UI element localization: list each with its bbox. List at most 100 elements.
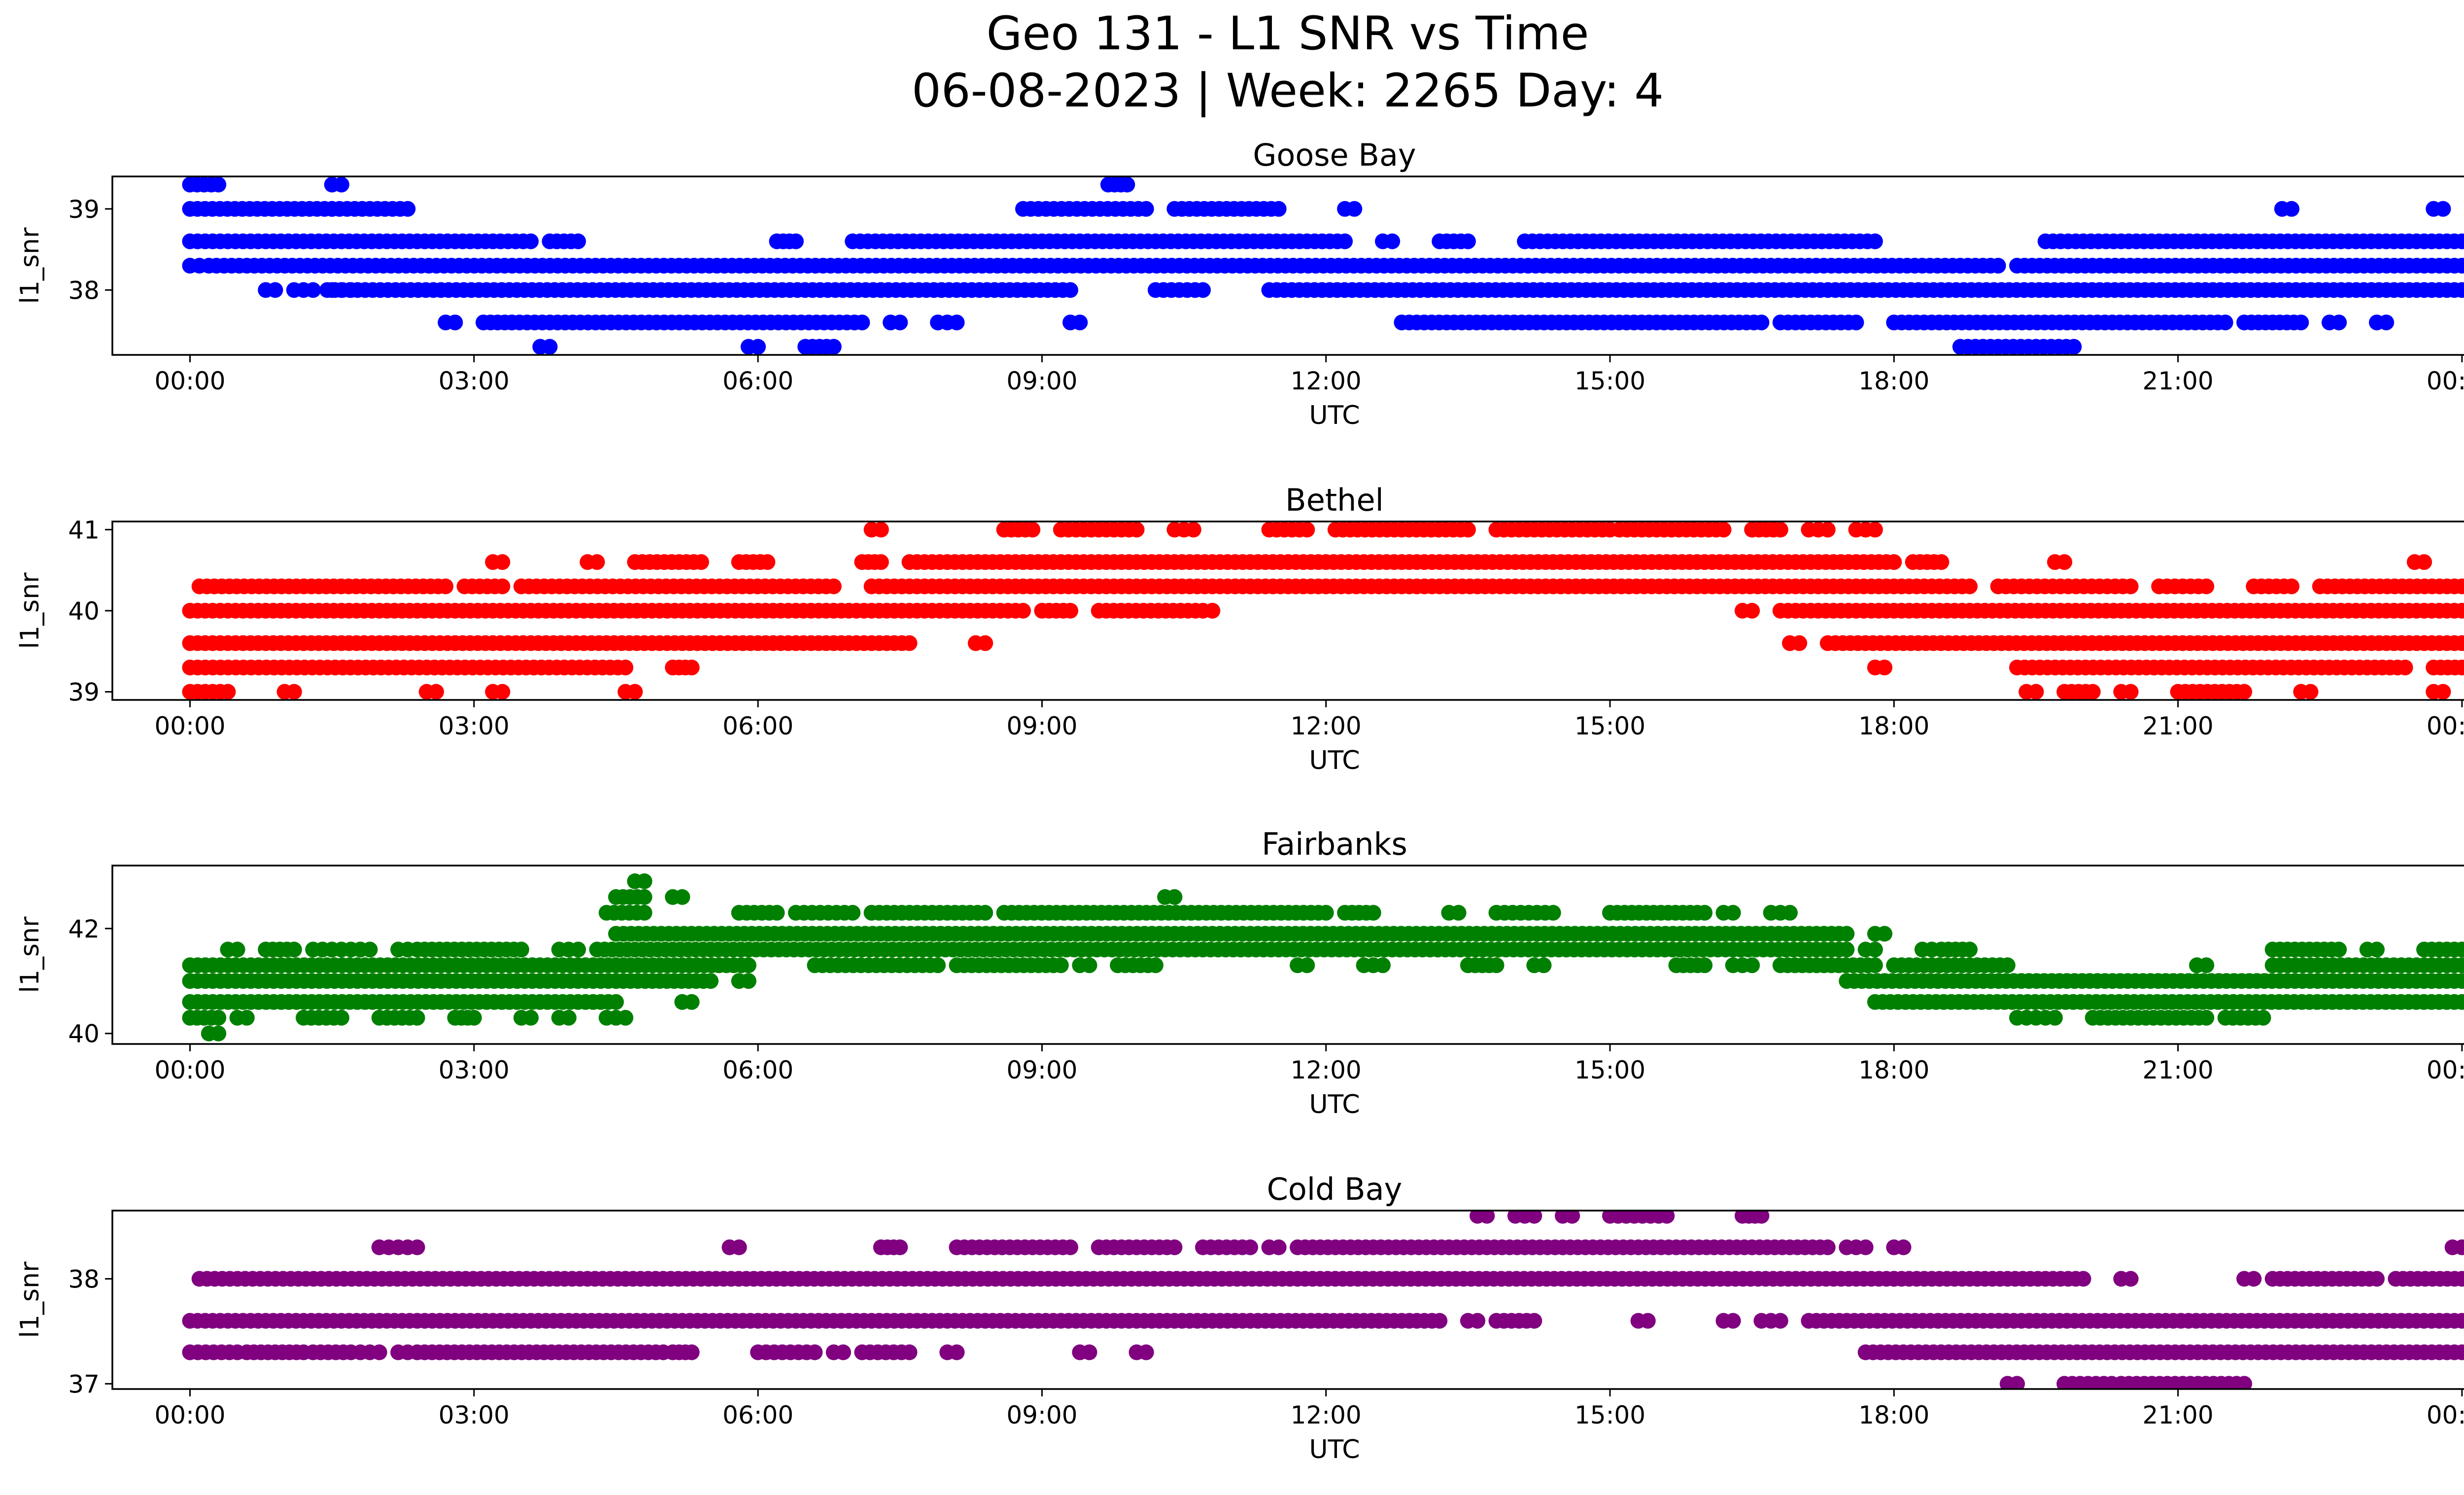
data-point (2454, 957, 2464, 973)
data-point (1962, 578, 1978, 594)
x-tick-label: 00:00 (2427, 712, 2464, 740)
data-point (1470, 1313, 1486, 1329)
y-tick-label: 39 (68, 195, 100, 224)
data-point (2454, 635, 2464, 651)
data-point (845, 904, 861, 921)
data-point (2066, 339, 2082, 355)
data-point (1545, 904, 1561, 921)
data-point (608, 994, 624, 1010)
data-point (901, 635, 918, 651)
data-point (570, 941, 586, 958)
data-point (684, 1344, 700, 1360)
data-point (2454, 1313, 2464, 1329)
data-point (229, 941, 245, 958)
data-point (1166, 1239, 1183, 1255)
data-point (1725, 904, 1741, 921)
data-point (1640, 1313, 1656, 1329)
data-point (1072, 314, 1088, 331)
data-point (2454, 660, 2464, 676)
x-tick-label: 18:00 (1858, 367, 1929, 395)
data-point (2122, 1271, 2139, 1287)
figure-title-line2: 06-08-2023 | Week: 2265 Day: 4 (912, 64, 1664, 118)
x-tick-label: 06:00 (722, 1401, 793, 1429)
data-point (1744, 957, 1760, 973)
data-point (1432, 1313, 1448, 1329)
data-point (1166, 889, 1183, 905)
x-axis-label: UTC (1309, 746, 1360, 775)
data-point (1062, 603, 1078, 619)
data-point (2236, 1376, 2253, 1389)
data-point (1195, 282, 1211, 298)
data-point (1526, 1211, 1542, 1224)
data-point (1299, 957, 1315, 973)
x-tick-label: 09:00 (1006, 712, 1077, 740)
data-point (409, 1239, 425, 1255)
data-point (1877, 660, 1893, 676)
data-point (2284, 201, 2300, 217)
data-point (2198, 1009, 2215, 1026)
data-point (1015, 603, 1031, 619)
y-axis-label: l1_snr (15, 572, 45, 649)
data-point (750, 339, 766, 355)
data-point (2217, 314, 2233, 331)
data-point (892, 314, 908, 331)
data-point (1081, 1344, 1097, 1360)
data-point (1659, 1211, 1675, 1224)
data-point (2246, 1271, 2262, 1287)
data-point (2369, 1271, 2385, 1287)
data-point (2454, 282, 2464, 298)
data-point (825, 578, 842, 594)
data-point (220, 684, 236, 700)
data-point (1867, 522, 1883, 538)
data-point (428, 684, 444, 700)
x-axis-label: UTC (1309, 1090, 1360, 1119)
axes-frame (111, 1210, 2464, 1390)
x-tick-label: 00:00 (154, 712, 225, 740)
data-point (1081, 957, 1097, 973)
x-tick-label: 21:00 (2143, 712, 2214, 740)
y-tick-label: 39 (68, 678, 100, 707)
data-point (1526, 1313, 1542, 1329)
data-point (1270, 201, 1287, 217)
x-tick-label: 15:00 (1574, 367, 1645, 395)
data-point (693, 554, 709, 570)
y-tick-label: 40 (68, 1020, 100, 1048)
data-point (286, 684, 302, 700)
data-point (2454, 1344, 2464, 1360)
x-tick-label: 12:00 (1291, 712, 1362, 740)
data-point (873, 554, 889, 570)
data-point (1185, 522, 1201, 538)
data-point (2302, 684, 2319, 700)
x-tick-label: 09:00 (1006, 1056, 1077, 1084)
x-tick-label: 12:00 (1291, 367, 1362, 395)
data-point (674, 889, 690, 905)
data-point (210, 176, 227, 193)
data-point (1867, 957, 1883, 973)
data-point (1791, 635, 1808, 651)
data-point (2293, 314, 2309, 331)
data-point (560, 1009, 577, 1026)
scatter-points (182, 176, 2464, 355)
data-point (740, 973, 756, 989)
data-point (438, 578, 454, 594)
scatter-points (182, 522, 2464, 700)
data-point (1839, 926, 1855, 942)
data-point (1375, 957, 1391, 973)
data-point (1848, 314, 1864, 331)
data-point (1479, 1211, 1495, 1224)
x-tick-label: 03:00 (439, 1056, 510, 1084)
x-tick-label: 15:00 (1574, 1401, 1645, 1429)
data-point (2397, 660, 2413, 676)
data-point (930, 957, 946, 973)
y-axis-label: l1_snr (15, 916, 45, 993)
data-point (2085, 684, 2101, 700)
data-point (703, 973, 719, 989)
data-point (2454, 1271, 2464, 1287)
data-point (825, 339, 842, 355)
data-point (2454, 258, 2464, 274)
data-point (977, 635, 993, 651)
data-point (333, 1009, 349, 1026)
data-point (1025, 522, 1041, 538)
data-point (286, 941, 302, 958)
data-point (1933, 554, 1950, 570)
